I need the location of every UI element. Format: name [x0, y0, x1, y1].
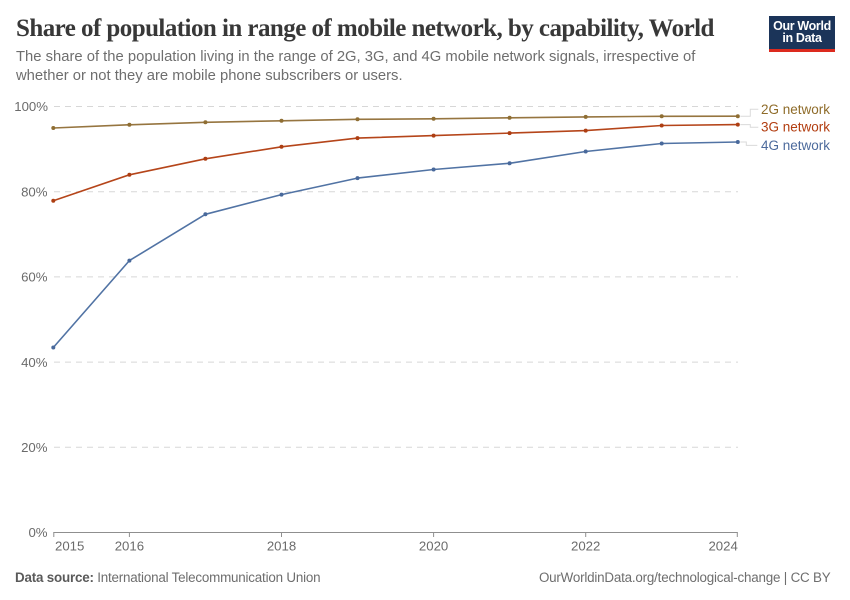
svg-text:100%: 100%	[14, 99, 48, 114]
svg-text:2020: 2020	[419, 539, 448, 554]
svg-text:2016: 2016	[115, 539, 144, 554]
svg-text:0%: 0%	[28, 525, 47, 540]
svg-text:2022: 2022	[571, 539, 600, 554]
svg-text:2018: 2018	[267, 539, 296, 554]
svg-text:80%: 80%	[21, 184, 48, 199]
svg-text:3G network: 3G network	[761, 120, 830, 135]
svg-text:40%: 40%	[21, 355, 48, 370]
svg-text:2024: 2024	[708, 539, 737, 554]
svg-text:60%: 60%	[21, 270, 48, 285]
svg-text:2G network: 2G network	[761, 102, 830, 117]
svg-text:20%: 20%	[21, 440, 48, 455]
svg-text:4G network: 4G network	[761, 138, 830, 153]
svg-text:2015: 2015	[55, 539, 84, 554]
